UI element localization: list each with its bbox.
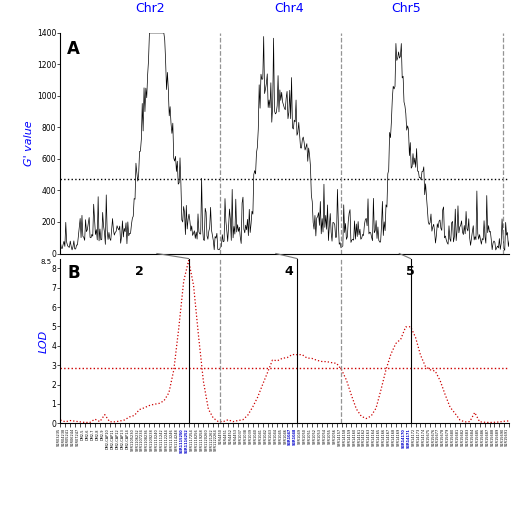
Text: 5: 5 <box>406 265 415 278</box>
Y-axis label: G' value: G' value <box>24 121 34 166</box>
Text: dm2.2: dm2.2 <box>141 283 177 293</box>
Text: dm4.1: dm4.1 <box>256 283 291 293</box>
Text: Chr4: Chr4 <box>275 3 304 15</box>
Text: A: A <box>67 40 80 58</box>
Text: 2: 2 <box>134 265 143 278</box>
Text: B: B <box>67 264 80 281</box>
Text: dm5.1: dm5.1 <box>363 283 399 293</box>
Text: Chr5: Chr5 <box>391 3 421 15</box>
Text: 8.5: 8.5 <box>40 259 51 265</box>
Y-axis label: LOD: LOD <box>38 330 48 352</box>
Text: Chr2: Chr2 <box>135 3 165 15</box>
Text: 4: 4 <box>285 265 293 278</box>
